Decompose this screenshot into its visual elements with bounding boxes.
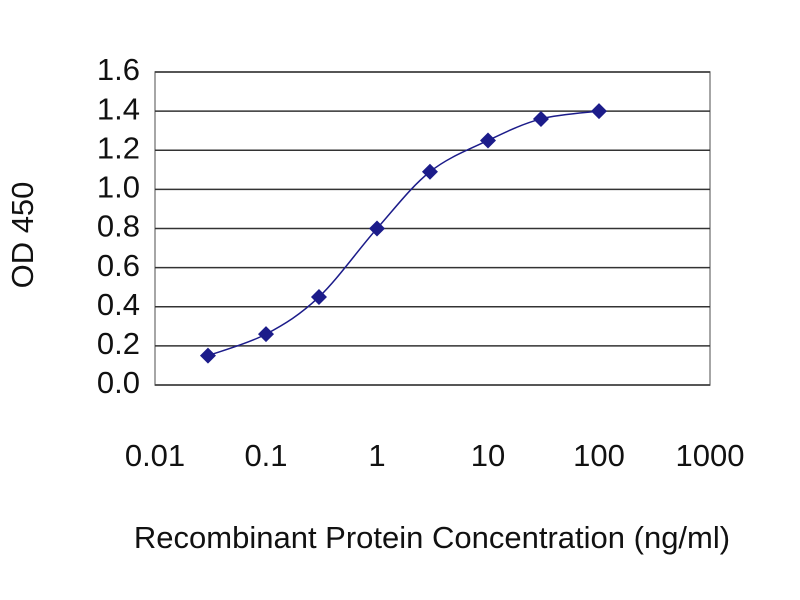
- data-point: [480, 132, 496, 149]
- data-point: [369, 220, 385, 237]
- data-point: [591, 103, 607, 120]
- x-tick-label: 1000: [676, 438, 745, 473]
- data-point: [258, 326, 274, 343]
- y-tick-label: 0.8: [97, 209, 140, 244]
- x-axis-label: Recombinant Protein Concentration (ng/ml…: [134, 520, 730, 555]
- x-tick-label: 100: [573, 438, 625, 473]
- y-tick-label: 1.2: [97, 130, 140, 165]
- data-line: [207, 110, 600, 357]
- x-tick-label: 0.01: [125, 438, 185, 473]
- data-point: [421, 163, 438, 180]
- x-tick-label: 10: [471, 438, 505, 473]
- y-tick-label: 0.2: [97, 326, 140, 361]
- data-point: [532, 110, 549, 127]
- y-tick-label: 1.4: [97, 91, 140, 126]
- y-axis-label: OD 450: [5, 182, 40, 289]
- x-tick-label: 0.1: [244, 438, 287, 473]
- data-point: [199, 347, 216, 364]
- y-tick-label: 0.0: [97, 365, 140, 400]
- y-tick-label: 1.6: [97, 52, 140, 87]
- x-tick-label: 1: [368, 438, 385, 473]
- data-point: [310, 288, 327, 305]
- y-tick-label: 0.6: [97, 248, 140, 283]
- y-tick-label: 1.0: [97, 170, 140, 205]
- y-tick-label: 0.4: [97, 287, 140, 322]
